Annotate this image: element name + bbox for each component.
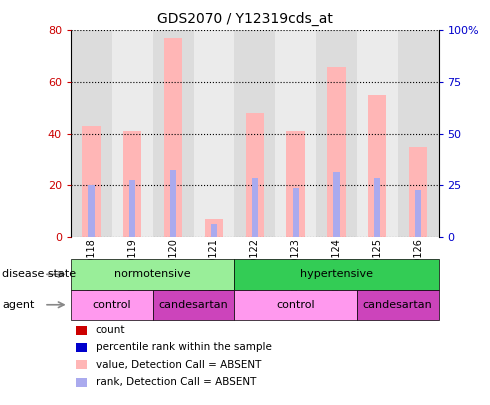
Bar [129, 180, 135, 237]
Bar [327, 66, 345, 237]
Bar [82, 126, 100, 237]
Text: agent: agent [2, 300, 35, 310]
Bar [245, 113, 264, 237]
Bar [409, 147, 427, 237]
Text: percentile rank within the sample: percentile rank within the sample [96, 343, 271, 352]
Bar [287, 131, 305, 237]
Bar [112, 30, 153, 237]
Text: rank, Detection Call = ABSENT: rank, Detection Call = ABSENT [96, 377, 256, 387]
Bar [368, 95, 387, 237]
Bar [164, 38, 182, 237]
Bar [398, 30, 439, 237]
Text: value, Detection Call = ABSENT: value, Detection Call = ABSENT [96, 360, 261, 370]
Bar [415, 190, 421, 237]
Bar [153, 30, 194, 237]
Bar [234, 30, 275, 237]
Bar [275, 30, 316, 237]
Bar [194, 30, 234, 237]
Text: hypertensive: hypertensive [300, 269, 373, 279]
Text: candesartan: candesartan [159, 300, 228, 310]
Text: control: control [93, 300, 131, 310]
Bar [170, 170, 176, 237]
Bar [123, 131, 142, 237]
Text: candesartan: candesartan [363, 300, 433, 310]
Bar [316, 30, 357, 237]
Bar [357, 30, 398, 237]
Bar [71, 30, 112, 237]
Text: GDS2070 / Y12319cds_at: GDS2070 / Y12319cds_at [157, 12, 333, 26]
Bar [293, 188, 299, 237]
Bar [205, 219, 223, 237]
Bar [88, 185, 95, 237]
Text: count: count [96, 325, 125, 335]
Text: disease state: disease state [2, 269, 76, 279]
Bar [211, 224, 217, 237]
Bar [374, 177, 380, 237]
Bar [333, 173, 340, 237]
Text: control: control [276, 300, 315, 310]
Text: normotensive: normotensive [114, 269, 191, 279]
Bar [252, 177, 258, 237]
